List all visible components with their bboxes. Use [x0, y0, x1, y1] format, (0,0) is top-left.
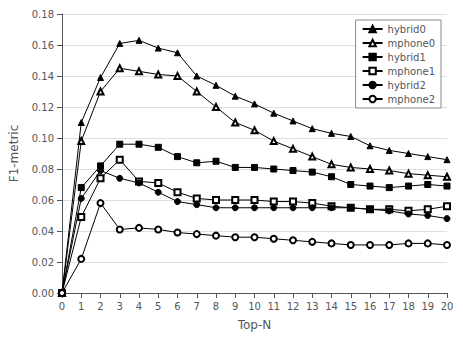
svg-text:hybrid0: hybrid0 [388, 24, 426, 35]
svg-text:15: 15 [344, 301, 357, 312]
svg-text:hybrid2: hybrid2 [388, 80, 426, 91]
svg-text:2: 2 [97, 301, 103, 312]
svg-text:mphone1: mphone1 [388, 66, 435, 77]
svg-text:9: 9 [232, 301, 238, 312]
svg-text:0.12: 0.12 [32, 102, 54, 113]
svg-text:8: 8 [213, 301, 219, 312]
svg-text:F1-metric: F1-metric [7, 125, 21, 183]
svg-text:0.14: 0.14 [32, 71, 54, 82]
svg-text:4: 4 [136, 301, 142, 312]
svg-text:18: 18 [402, 301, 415, 312]
svg-text:3: 3 [117, 301, 123, 312]
svg-text:hybrid1: hybrid1 [388, 52, 426, 63]
svg-text:0.18: 0.18 [32, 9, 54, 20]
svg-text:17: 17 [383, 301, 396, 312]
svg-text:mphone0: mphone0 [388, 38, 435, 49]
svg-text:0.04: 0.04 [32, 226, 54, 237]
svg-text:5: 5 [155, 301, 161, 312]
svg-text:12: 12 [287, 301, 300, 312]
svg-text:1: 1 [78, 301, 84, 312]
svg-text:0.08: 0.08 [32, 164, 54, 175]
svg-text:0.06: 0.06 [32, 195, 54, 206]
svg-text:16: 16 [364, 301, 377, 312]
svg-text:0.16: 0.16 [32, 40, 54, 51]
svg-text:19: 19 [421, 301, 434, 312]
svg-text:0.00: 0.00 [32, 288, 54, 299]
svg-text:11: 11 [267, 301, 280, 312]
svg-text:14: 14 [325, 301, 338, 312]
svg-text:0.02: 0.02 [32, 257, 54, 268]
svg-text:6: 6 [174, 301, 180, 312]
svg-text:20: 20 [441, 301, 454, 312]
svg-text:7: 7 [194, 301, 200, 312]
svg-text:13: 13 [306, 301, 319, 312]
svg-text:mphone2: mphone2 [388, 94, 435, 105]
svg-text:10: 10 [248, 301, 261, 312]
svg-text:0: 0 [59, 301, 65, 312]
svg-text:Top-N: Top-N [237, 318, 272, 332]
svg-text:0.10: 0.10 [32, 133, 54, 144]
